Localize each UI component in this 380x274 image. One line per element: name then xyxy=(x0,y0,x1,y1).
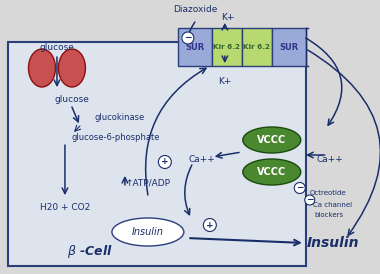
Text: −: − xyxy=(184,33,192,42)
Text: −: − xyxy=(296,184,304,193)
Text: VCCC: VCCC xyxy=(257,167,287,177)
Text: Kir 6.2: Kir 6.2 xyxy=(213,44,240,50)
Text: Octreotide: Octreotide xyxy=(310,190,347,196)
FancyBboxPatch shape xyxy=(212,28,242,66)
Text: ↑ATP/ADP: ↑ATP/ADP xyxy=(125,178,170,187)
Text: glucose-6-phosphate: glucose-6-phosphate xyxy=(72,133,160,142)
Circle shape xyxy=(305,195,315,205)
Text: $\beta$ -Cell: $\beta$ -Cell xyxy=(67,244,113,261)
Text: blockers: blockers xyxy=(315,212,344,218)
Circle shape xyxy=(182,32,194,44)
Text: Diazoxide: Diazoxide xyxy=(173,5,217,15)
Ellipse shape xyxy=(59,49,86,87)
FancyBboxPatch shape xyxy=(242,28,272,66)
Circle shape xyxy=(158,156,171,169)
FancyBboxPatch shape xyxy=(178,28,212,66)
Text: Insulin: Insulin xyxy=(132,227,164,237)
Text: Ca++: Ca++ xyxy=(188,156,215,164)
Text: glucose: glucose xyxy=(54,96,89,104)
Text: H20 + CO2: H20 + CO2 xyxy=(40,204,90,213)
Text: Ca channel: Ca channel xyxy=(313,202,352,208)
Text: Ca++: Ca++ xyxy=(317,156,343,164)
Circle shape xyxy=(294,182,305,193)
Ellipse shape xyxy=(243,127,301,153)
Text: Insulin: Insulin xyxy=(307,236,359,250)
Text: +: + xyxy=(161,158,169,167)
Ellipse shape xyxy=(28,49,55,87)
Text: K+: K+ xyxy=(221,13,234,22)
Text: −: − xyxy=(306,196,314,204)
Text: SUR: SUR xyxy=(279,42,298,52)
FancyBboxPatch shape xyxy=(272,28,306,66)
Text: glucokinase: glucokinase xyxy=(95,113,145,122)
Text: K+: K+ xyxy=(218,78,231,87)
Text: Kir 6.2: Kir 6.2 xyxy=(243,44,270,50)
Text: glucose: glucose xyxy=(40,44,74,53)
Text: SUR: SUR xyxy=(185,42,204,52)
Text: +: + xyxy=(206,221,214,230)
FancyBboxPatch shape xyxy=(8,42,306,266)
Ellipse shape xyxy=(243,159,301,185)
Circle shape xyxy=(203,218,216,232)
Ellipse shape xyxy=(112,218,184,246)
Text: VCCC: VCCC xyxy=(257,135,287,145)
